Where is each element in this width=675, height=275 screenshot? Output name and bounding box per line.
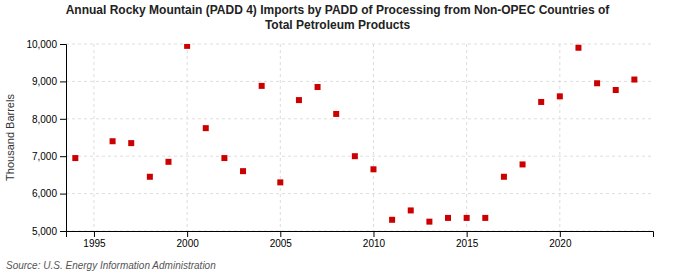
point — [165, 159, 171, 165]
x-tick-mark — [280, 231, 281, 237]
point — [631, 77, 637, 83]
grid-line-x — [93, 44, 94, 231]
x-tick: 2015 — [456, 231, 479, 249]
points — [72, 44, 637, 225]
x-axis: 1995 2000 2005 2010 2015 2020 — [67, 231, 654, 249]
grid-line-x — [187, 44, 188, 231]
point — [482, 215, 488, 221]
y-tick: 7,000 — [32, 151, 66, 162]
x-tick: 2010 — [363, 231, 386, 249]
y-tick-label: 6,000 — [32, 188, 57, 199]
point — [277, 179, 283, 185]
grid-line-x — [559, 44, 560, 231]
point — [464, 215, 470, 221]
point — [352, 153, 358, 159]
grid — [66, 44, 653, 231]
point — [538, 99, 544, 105]
grid-line-y — [66, 193, 653, 194]
x-tick-label: 2000 — [177, 238, 200, 249]
y-tick-label: 9,000 — [32, 76, 57, 87]
y-tick-label: 5,000 — [32, 226, 57, 237]
point — [221, 155, 227, 161]
grid-line-x — [373, 44, 374, 231]
point — [426, 219, 432, 225]
x-tick-label: 2020 — [549, 238, 572, 249]
plot: 1995 2000 2005 2010 2015 2020 5,000 6,000 7,000 8… — [26, 39, 653, 249]
y-tick: 5,000 — [32, 226, 66, 237]
point — [408, 207, 414, 213]
point — [147, 174, 153, 180]
y-tick-mark — [60, 81, 66, 82]
y-tick: 8,000 — [32, 114, 66, 125]
y-tick-label: 8,000 — [32, 114, 57, 125]
point — [445, 215, 451, 221]
point — [613, 87, 619, 93]
point — [333, 111, 339, 117]
point — [296, 97, 302, 103]
point — [501, 174, 507, 180]
y-tick-label: 10,000 — [26, 39, 57, 50]
grid-line-x — [466, 44, 467, 231]
point — [203, 125, 209, 131]
x-tick: 2020 — [549, 231, 572, 249]
point — [259, 83, 265, 89]
x-tick: 2000 — [177, 231, 200, 249]
y-tick-mark — [60, 194, 66, 195]
x-tick-label: 2010 — [363, 238, 386, 249]
x-tick: 2005 — [270, 231, 293, 249]
point — [389, 217, 395, 223]
x-tick-mark — [187, 231, 188, 237]
y-tick-mark — [60, 119, 66, 120]
y-tick: 10,000 — [26, 39, 66, 50]
point — [557, 93, 563, 99]
point — [240, 168, 246, 174]
x-axis-line — [67, 232, 654, 238]
point — [128, 140, 134, 146]
y-axis-title: Thousand Barrels — [4, 94, 16, 181]
y-axis-line — [60, 45, 67, 232]
y-tick-mark — [60, 156, 66, 157]
point — [315, 84, 321, 90]
grid-line-x — [280, 44, 281, 231]
chart: 1995 2000 2005 2010 2015 2020 5,000 6,000 7,000 8… — [0, 0, 675, 275]
y-tick: 9,000 — [32, 76, 66, 87]
x-tick-mark — [560, 231, 561, 237]
x-tick: 1995 — [83, 231, 106, 249]
x-tick-label: 2005 — [270, 238, 293, 249]
y-tick: 6,000 — [32, 188, 66, 199]
title: Annual Rocky Mountain (PADD 4) Imports b… — [66, 3, 611, 32]
point — [72, 155, 78, 161]
y-tick-label: 7,000 — [32, 151, 57, 162]
point — [370, 166, 376, 172]
y-axis: 5,000 6,000 7,000 8,000 9,000 10,000 — [26, 39, 66, 237]
point — [520, 161, 526, 167]
x-tick-label: 2015 — [456, 238, 479, 249]
y-tick-mark — [60, 44, 66, 45]
point — [594, 80, 600, 86]
point — [184, 44, 190, 49]
x-tick-mark — [373, 231, 374, 237]
x-tick-label: 1995 — [83, 238, 106, 249]
source-note: Source: U.S. Energy Information Administ… — [6, 260, 216, 271]
point — [110, 138, 116, 144]
grid-line-y — [66, 44, 653, 45]
grid-line-y — [66, 81, 653, 82]
x-tick-mark — [467, 231, 468, 237]
grid-line-y — [66, 156, 653, 157]
point — [575, 45, 581, 51]
x-tick-mark — [94, 231, 95, 237]
y-tick-mark — [60, 231, 66, 232]
grid-line-y — [66, 118, 653, 119]
